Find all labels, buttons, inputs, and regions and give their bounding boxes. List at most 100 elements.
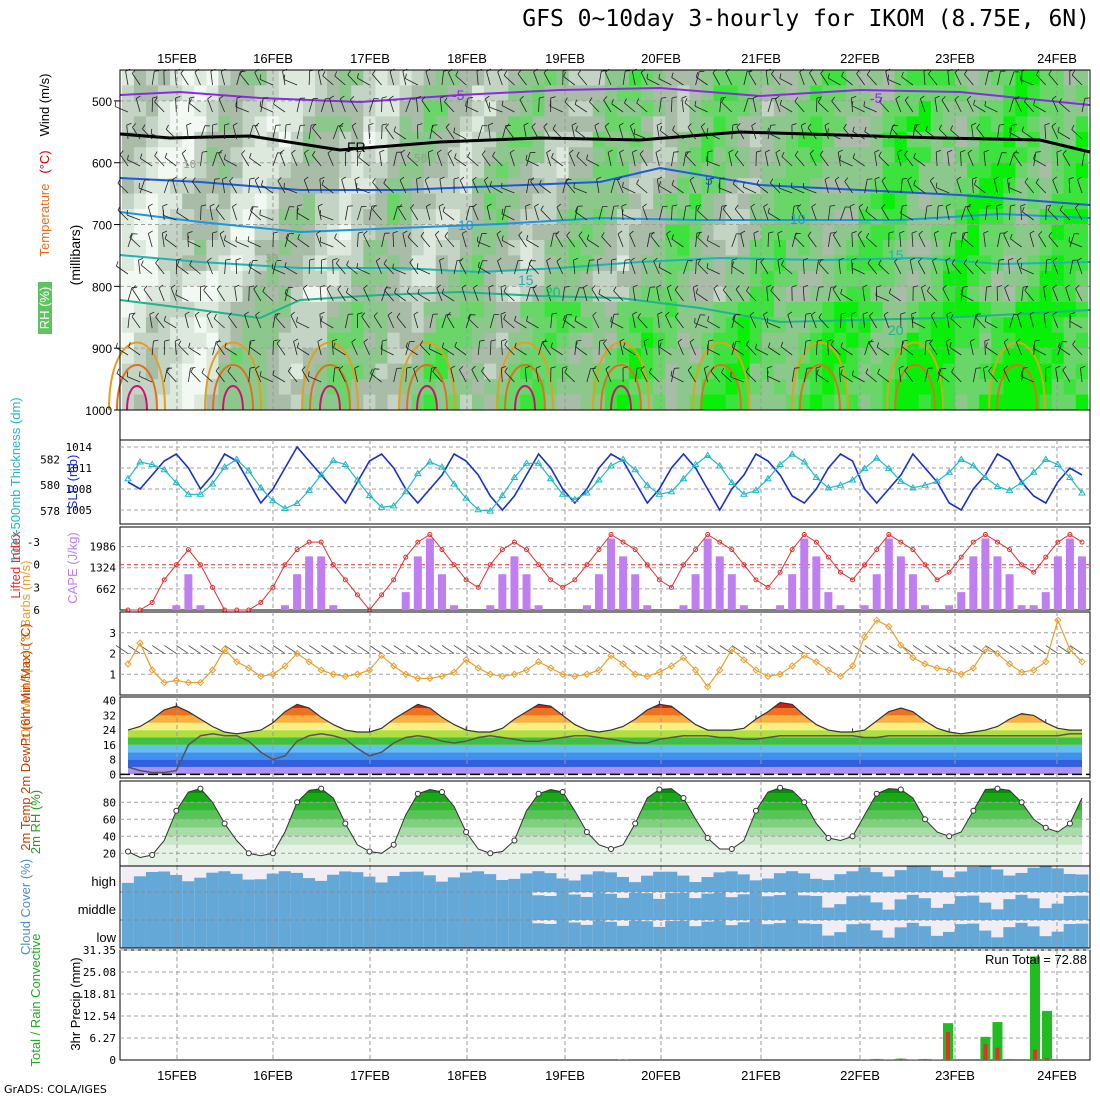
wind-barb-flag — [973, 179, 977, 185]
rh-cell — [942, 224, 956, 241]
wind-barb — [526, 260, 532, 275]
cloud-cell — [713, 872, 727, 892]
rh-cell — [725, 270, 739, 287]
wind-barb — [260, 98, 264, 113]
rh-cell — [230, 224, 244, 241]
rh-cell — [616, 317, 630, 334]
rh-cell — [133, 270, 147, 287]
wind-barb — [523, 125, 527, 140]
rh-cell — [363, 193, 376, 210]
rh-cell — [290, 100, 304, 117]
wind-barb-flag — [287, 366, 292, 372]
wind-marker — [716, 666, 724, 674]
wind-marker — [595, 666, 603, 674]
rh-cell — [302, 348, 316, 365]
pressure-tick-label: 1000 — [85, 404, 112, 418]
date-label-top: 17FEB — [350, 51, 390, 66]
wind-barb — [830, 344, 841, 356]
wind-barb-flag — [697, 232, 701, 238]
rh-cell — [459, 193, 473, 210]
rh-cell — [351, 162, 364, 179]
rh-cell — [689, 286, 702, 303]
wind-barb — [128, 346, 141, 356]
cape-bar — [172, 605, 181, 610]
wind-barb — [695, 259, 697, 275]
wind-barb-flag — [985, 342, 988, 348]
wind-barb — [172, 179, 177, 194]
wind-marker — [909, 653, 917, 662]
rh-cell — [894, 193, 908, 210]
wind-marker — [788, 662, 796, 670]
wind-barb-flag — [132, 123, 137, 128]
rh-cell — [121, 348, 135, 365]
wind-barb-flag — [563, 314, 566, 320]
surface-barb — [1033, 645, 1046, 654]
rh-cell — [302, 332, 316, 349]
wind-barb — [900, 212, 914, 221]
wind-barb-flag — [382, 123, 388, 126]
wind-barb — [206, 314, 213, 329]
wind-barb — [235, 106, 249, 113]
wind-barb — [712, 72, 721, 86]
wind-barb-flag — [184, 311, 190, 315]
wind-barb-flag — [162, 203, 168, 207]
wind-barb-flag — [535, 365, 541, 369]
wind-barb — [501, 105, 515, 113]
wind-barb — [501, 125, 507, 140]
wind-barb-flag — [263, 97, 269, 99]
rh-cell — [121, 162, 135, 179]
wind-barb — [528, 263, 539, 275]
rh-cell — [761, 70, 775, 87]
rh-cell — [133, 240, 147, 257]
thickness-marker — [377, 503, 386, 510]
wind-barb — [849, 206, 853, 221]
rh-cell — [882, 209, 896, 226]
wind-barb — [182, 180, 189, 194]
rh-cell — [1063, 116, 1077, 133]
wind-barb — [304, 152, 310, 167]
wind-barb-flag — [746, 340, 750, 345]
wind-barb — [477, 260, 483, 275]
rh-cell — [218, 224, 232, 241]
cloud-cell — [399, 920, 413, 948]
rh-cell — [218, 209, 232, 226]
rh-cell — [761, 255, 775, 272]
rh-cell — [942, 394, 956, 411]
wind-barb-flag — [960, 289, 963, 295]
thickness-marker — [401, 487, 410, 495]
wind-barb-flag — [273, 99, 276, 105]
wind-barb-flag — [350, 96, 355, 101]
wind-barb-flag — [865, 206, 869, 212]
rh-cell — [206, 70, 219, 87]
wind-barb — [351, 342, 358, 356]
rh-cell — [1015, 394, 1029, 411]
rh-cell — [918, 240, 932, 257]
wind-barb-flag — [625, 259, 631, 261]
rh-cell — [327, 85, 340, 102]
wind-barb — [881, 207, 890, 221]
rh-cell — [592, 85, 606, 102]
wind-barb — [1052, 287, 1059, 302]
wind-barb-flag — [255, 365, 260, 370]
wind-barb — [1015, 99, 1022, 113]
rh-cell — [870, 209, 884, 226]
2m-rh-axis-label: 2m RH (%) — [28, 790, 43, 854]
wind-barb — [763, 206, 769, 221]
rh-cell — [532, 255, 545, 272]
thickness-marker — [486, 507, 495, 514]
rh-cell — [447, 131, 461, 148]
wind-barb — [284, 266, 298, 275]
rh-cell — [991, 147, 1004, 164]
wind-barb — [866, 74, 878, 86]
rh-cell — [967, 162, 980, 179]
rh-cell — [1051, 348, 1065, 365]
rh-cell — [194, 193, 207, 210]
wind-barb — [596, 260, 600, 275]
rh-cell — [870, 193, 884, 210]
wind-barb — [802, 287, 805, 302]
wind-barb-flag — [573, 257, 579, 261]
thickness-marker — [595, 476, 603, 483]
rh-cell — [254, 147, 268, 164]
wind-barb — [503, 318, 515, 329]
wind-marker — [571, 672, 579, 681]
